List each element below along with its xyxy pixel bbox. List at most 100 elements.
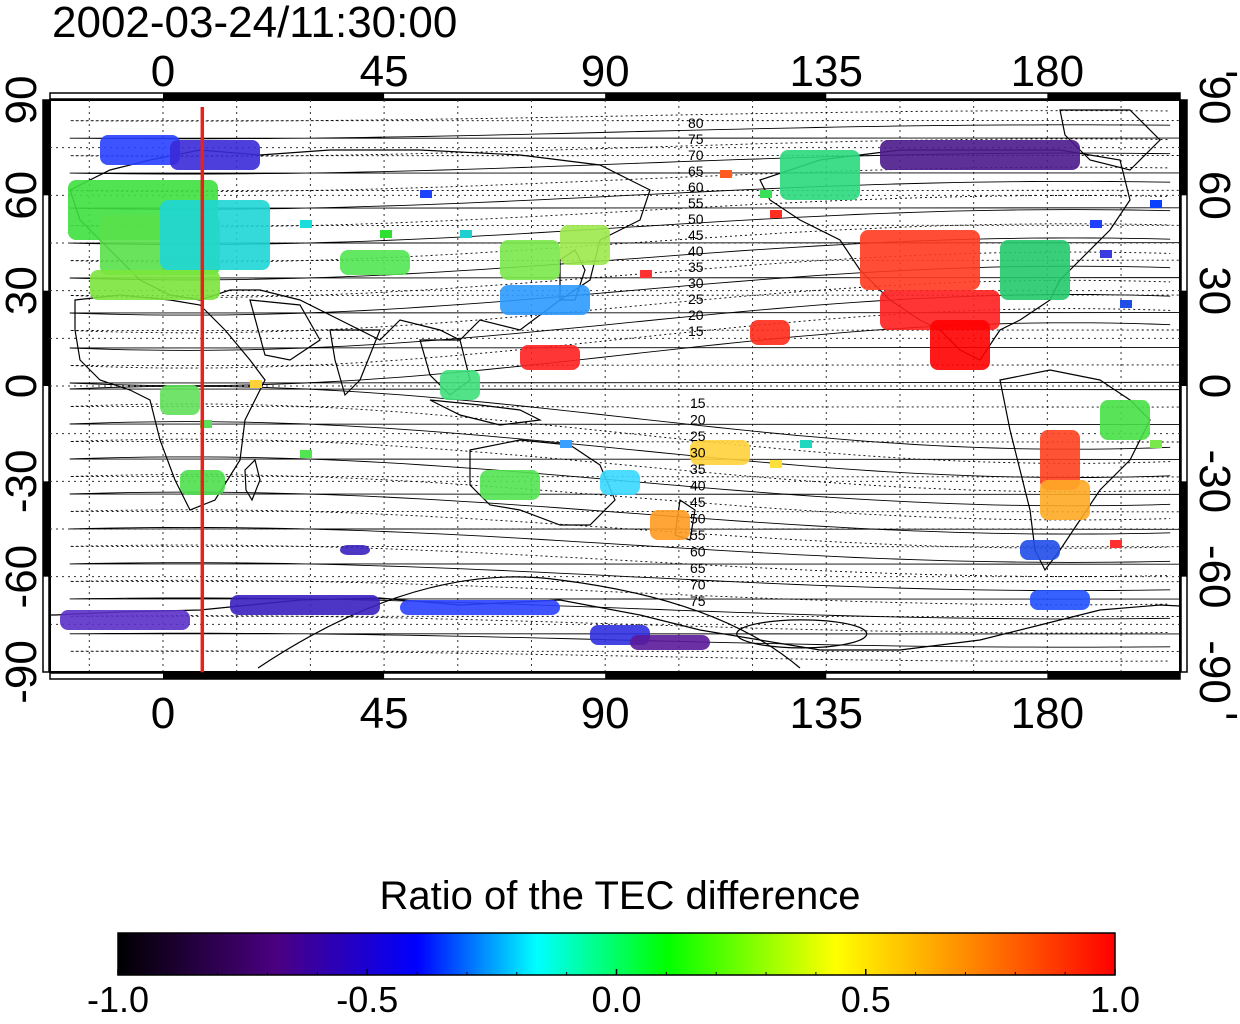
- data-patch: [600, 470, 640, 495]
- data-patch: [860, 230, 980, 290]
- data-patch: [340, 545, 370, 555]
- colorbar: [117, 932, 1116, 976]
- right-lat-label: 60: [1190, 171, 1239, 220]
- contour-line: [69, 385, 1180, 450]
- top-lon-label: -135: [1224, 47, 1240, 96]
- data-square: [1150, 200, 1162, 208]
- data-square: [560, 440, 572, 448]
- contour-label-north: 60: [688, 179, 704, 195]
- contour-label-south: 35: [690, 461, 706, 477]
- coastline: [329, 329, 381, 397]
- contour-label-north: 45: [688, 227, 704, 243]
- bottom-lon-label: -135: [1224, 689, 1240, 738]
- data-square: [380, 230, 392, 238]
- data-patch: [160, 200, 270, 270]
- data-square: [250, 380, 262, 388]
- south-pole-oval-outer: [257, 576, 801, 669]
- contour-line: [69, 237, 1180, 281]
- data-square: [1110, 540, 1122, 548]
- left-lat-label: 60: [0, 171, 46, 220]
- contour-label-north: 55: [688, 195, 704, 211]
- map-axes: 0045459090135135180180-135-135-90-90-45-…: [0, 47, 1240, 738]
- bottom-tick-band: [163, 673, 385, 679]
- contour-line: [69, 251, 1180, 298]
- data-patch: [1000, 240, 1070, 300]
- contour-line: [69, 166, 1180, 193]
- contour-labels: 8075706560555045403530252015152025303540…: [688, 115, 706, 609]
- data-patch: [780, 150, 860, 200]
- data-square: [460, 230, 472, 238]
- data-patch: [880, 140, 1080, 170]
- contour-label-north: 25: [688, 291, 704, 307]
- data-square: [1090, 220, 1102, 228]
- data-square: [800, 440, 812, 448]
- colorbar-tick-label: -0.5: [336, 979, 399, 1020]
- right-lat-label: 30: [1190, 266, 1239, 315]
- contour-label-north: 80: [688, 115, 704, 131]
- contour-label-north: 50: [688, 211, 704, 227]
- data-square: [1100, 250, 1112, 258]
- data-square: [300, 220, 312, 228]
- contour-line: [69, 615, 1180, 634]
- data-patch: [1040, 480, 1090, 520]
- bottom-lon-label: 135: [790, 689, 863, 738]
- south-pole-oval-inner: [736, 619, 868, 649]
- data-patch: [500, 240, 560, 280]
- contour-label-south: 30: [690, 445, 706, 461]
- map-plot-area: 8075706560555045403530252015152025303540…: [49, 99, 1181, 674]
- left-tick-band: [43, 481, 49, 577]
- right-tick-band: [1181, 481, 1187, 577]
- right-lat-label: 0: [1190, 374, 1239, 398]
- data-patch: [520, 345, 580, 370]
- contour-label-south: 25: [690, 428, 706, 444]
- top-tick-band: [605, 93, 827, 99]
- contour-line: [69, 491, 1180, 535]
- data-square: [1120, 300, 1132, 308]
- contour-line: [69, 579, 1180, 606]
- colorbar-rect: [117, 932, 1116, 976]
- data-patch: [340, 250, 410, 275]
- left-tick-band: [43, 290, 49, 386]
- data-patch: [650, 510, 690, 540]
- right-tick-band: [1181, 100, 1187, 196]
- top-tick-band: [1047, 93, 1180, 99]
- contour-label-north: 75: [688, 131, 704, 147]
- data-patch: [500, 285, 590, 315]
- data-square: [720, 170, 732, 178]
- contour-label-south: 60: [690, 544, 706, 560]
- data-patch: [60, 610, 190, 630]
- right-lat-label: -30: [1190, 450, 1239, 514]
- left-lat-label: -90: [0, 640, 46, 704]
- contour-line: [69, 124, 1180, 140]
- contour-label-north: 15: [688, 323, 704, 339]
- bottom-lon-label: 180: [1011, 689, 1084, 738]
- colorbar-tick-label: -1.0: [86, 979, 150, 1020]
- top-lon-label: 45: [360, 47, 409, 96]
- contour-label-south: 20: [690, 412, 706, 428]
- colorbar-title: Ratio of the TEC difference: [379, 874, 861, 918]
- data-patch: [630, 635, 710, 650]
- data-patch: [560, 225, 610, 265]
- contour-label-north: 30: [688, 275, 704, 291]
- magnetic-latitude-contours: [69, 110, 1180, 669]
- top-tick-band: [163, 93, 385, 99]
- left-lat-label: -60: [0, 545, 46, 609]
- right-tick-band: [1181, 290, 1187, 386]
- top-lon-label: 135: [790, 47, 863, 96]
- right-lat-label: 90: [1190, 76, 1239, 125]
- colorbar-tick-label: 0.0: [591, 979, 642, 1020]
- coastline: [74, 294, 266, 511]
- contour-label-north: 65: [688, 163, 704, 179]
- data-patch: [480, 470, 540, 500]
- coastline: [249, 299, 321, 361]
- contour-line: [69, 438, 1180, 493]
- bottom-lon-label: 45: [360, 689, 409, 738]
- left-tick-band: [43, 100, 49, 196]
- coastline: [1059, 109, 1161, 171]
- data-patch: [230, 595, 380, 615]
- data-patch: [1030, 590, 1090, 610]
- contour-line: [69, 526, 1180, 563]
- contour-label-north: 20: [688, 307, 704, 323]
- contour-label-south: 55: [690, 527, 706, 543]
